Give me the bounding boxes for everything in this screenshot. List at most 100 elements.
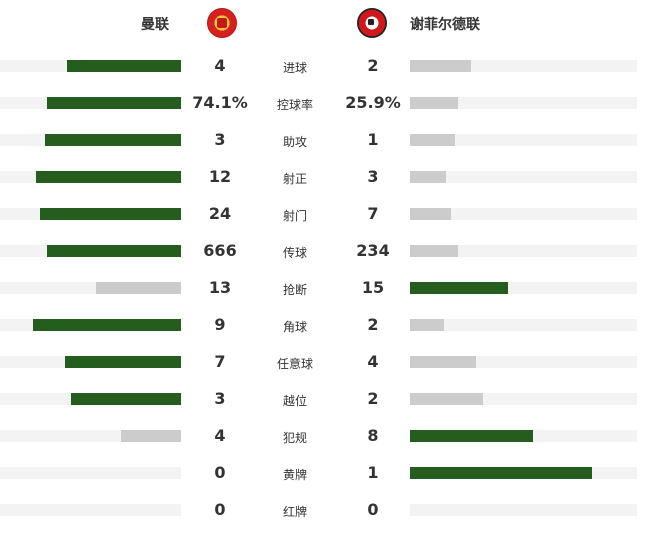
home-stat-value: 9 bbox=[214, 315, 226, 334]
home-bar-track bbox=[0, 467, 181, 479]
home-stat-bar bbox=[121, 430, 181, 442]
away-stat-bar bbox=[410, 282, 508, 294]
stat-label: 射正 bbox=[282, 172, 307, 186]
home-bar-track bbox=[0, 319, 181, 331]
home-stat-bar bbox=[67, 60, 181, 72]
stat-label: 越位 bbox=[282, 394, 307, 408]
away-bar-track bbox=[410, 208, 637, 220]
stat-row: 7 任意球 4 bbox=[0, 344, 655, 381]
away-bar-track bbox=[410, 282, 637, 294]
away-stat-value: 2 bbox=[367, 315, 379, 334]
away-bar-track bbox=[410, 467, 637, 479]
away-stat-value: 4 bbox=[367, 352, 379, 371]
home-stat-bar bbox=[96, 282, 181, 294]
away-bar-track bbox=[410, 245, 637, 257]
away-stat-value: 1 bbox=[367, 463, 379, 482]
stat-row: 0 黄牌 1 bbox=[0, 455, 655, 492]
away-bar-track bbox=[410, 97, 637, 109]
home-stat-bar bbox=[71, 393, 181, 405]
stat-row: 24 射门 7 bbox=[0, 196, 655, 233]
home-bar-track bbox=[0, 97, 181, 109]
stat-row: 3 越位 2 bbox=[0, 381, 655, 418]
stat-row: 666 传球 234 bbox=[0, 233, 655, 270]
away-bar-track bbox=[410, 356, 637, 368]
sheffield-united-crest-icon bbox=[357, 8, 387, 38]
stat-label: 角球 bbox=[282, 320, 307, 334]
away-stat-bar bbox=[410, 430, 533, 442]
home-stat-bar bbox=[36, 171, 181, 183]
away-stat-bar bbox=[410, 171, 446, 183]
away-stat-bar bbox=[410, 356, 476, 368]
home-team-name: 曼联 bbox=[141, 17, 169, 33]
stat-row: 0 红牌 0 bbox=[0, 492, 655, 529]
away-stat-bar bbox=[410, 97, 458, 109]
home-bar-track bbox=[0, 171, 181, 183]
home-stat-bar bbox=[47, 245, 181, 257]
away-bar-track bbox=[410, 171, 637, 183]
home-stat-bar bbox=[45, 134, 181, 146]
home-bar-track bbox=[0, 430, 181, 442]
away-stat-value: 7 bbox=[367, 204, 379, 223]
stat-row: 3 助攻 1 bbox=[0, 122, 655, 159]
away-stat-bar bbox=[410, 393, 483, 405]
away-stat-value: 0 bbox=[367, 500, 379, 519]
home-stat-value: 3 bbox=[214, 130, 226, 149]
stat-label: 助攻 bbox=[282, 135, 307, 149]
home-bar-track bbox=[0, 208, 181, 220]
stat-row: 4 犯规 8 bbox=[0, 418, 655, 455]
home-stat-bar bbox=[65, 356, 181, 368]
stat-label: 任意球 bbox=[276, 357, 313, 371]
stat-label: 射门 bbox=[282, 209, 307, 223]
stat-label: 红牌 bbox=[282, 505, 307, 519]
home-bar-track bbox=[0, 356, 181, 368]
away-bar-track bbox=[410, 134, 637, 146]
home-stat-value: 13 bbox=[208, 278, 232, 297]
home-stat-value: 7 bbox=[214, 352, 226, 371]
home-bar-track bbox=[0, 134, 181, 146]
stat-row: 74.1% 控球率 25.9% bbox=[0, 85, 655, 122]
home-stat-value: 4 bbox=[214, 426, 226, 445]
home-stat-value: 74.1% bbox=[192, 93, 248, 112]
home-stat-value: 0 bbox=[214, 500, 226, 519]
away-stat-value: 234 bbox=[356, 241, 390, 260]
stat-label: 黄牌 bbox=[282, 468, 307, 482]
home-bar-track bbox=[0, 282, 181, 294]
away-stat-value: 1 bbox=[367, 130, 379, 149]
away-stat-value: 2 bbox=[367, 56, 379, 75]
stat-row: 13 抢断 15 bbox=[0, 270, 655, 307]
home-stat-value: 3 bbox=[214, 389, 226, 408]
away-bar-track bbox=[410, 319, 637, 331]
away-stat-bar bbox=[410, 208, 451, 220]
away-stat-bar bbox=[410, 319, 444, 331]
stat-label: 抢断 bbox=[282, 283, 307, 297]
home-stat-value: 4 bbox=[214, 56, 226, 75]
home-stat-value: 12 bbox=[208, 167, 232, 186]
stat-row: 4 进球 2 bbox=[0, 48, 655, 85]
away-stat-bar bbox=[410, 245, 458, 257]
stat-label: 进球 bbox=[282, 61, 307, 75]
away-stat-bar bbox=[410, 134, 455, 146]
away-team-name: 谢菲尔德联 bbox=[410, 17, 480, 33]
home-bar-track bbox=[0, 245, 181, 257]
home-stat-value: 24 bbox=[208, 204, 232, 223]
home-stat-bar bbox=[40, 208, 181, 220]
home-stat-bar bbox=[47, 97, 181, 109]
away-bar-track bbox=[410, 430, 637, 442]
home-bar-track bbox=[0, 60, 181, 72]
match-header: 曼联 谢菲尔德联 bbox=[0, 0, 655, 48]
away-bar-track bbox=[410, 504, 637, 516]
away-stat-bar bbox=[410, 467, 592, 479]
home-stat-value: 666 bbox=[203, 241, 237, 260]
stat-row: 12 射正 3 bbox=[0, 159, 655, 196]
home-stat-bar bbox=[33, 319, 181, 331]
away-stat-value: 2 bbox=[367, 389, 379, 408]
away-stat-value: 8 bbox=[367, 426, 379, 445]
home-stat-value: 0 bbox=[214, 463, 226, 482]
away-stat-value: 25.9% bbox=[345, 93, 401, 112]
away-stat-bar bbox=[410, 60, 471, 72]
stat-row: 9 角球 2 bbox=[0, 307, 655, 344]
stat-label: 传球 bbox=[282, 246, 307, 260]
home-bar-track bbox=[0, 504, 181, 516]
stat-label: 犯规 bbox=[282, 431, 307, 445]
away-bar-track bbox=[410, 60, 637, 72]
